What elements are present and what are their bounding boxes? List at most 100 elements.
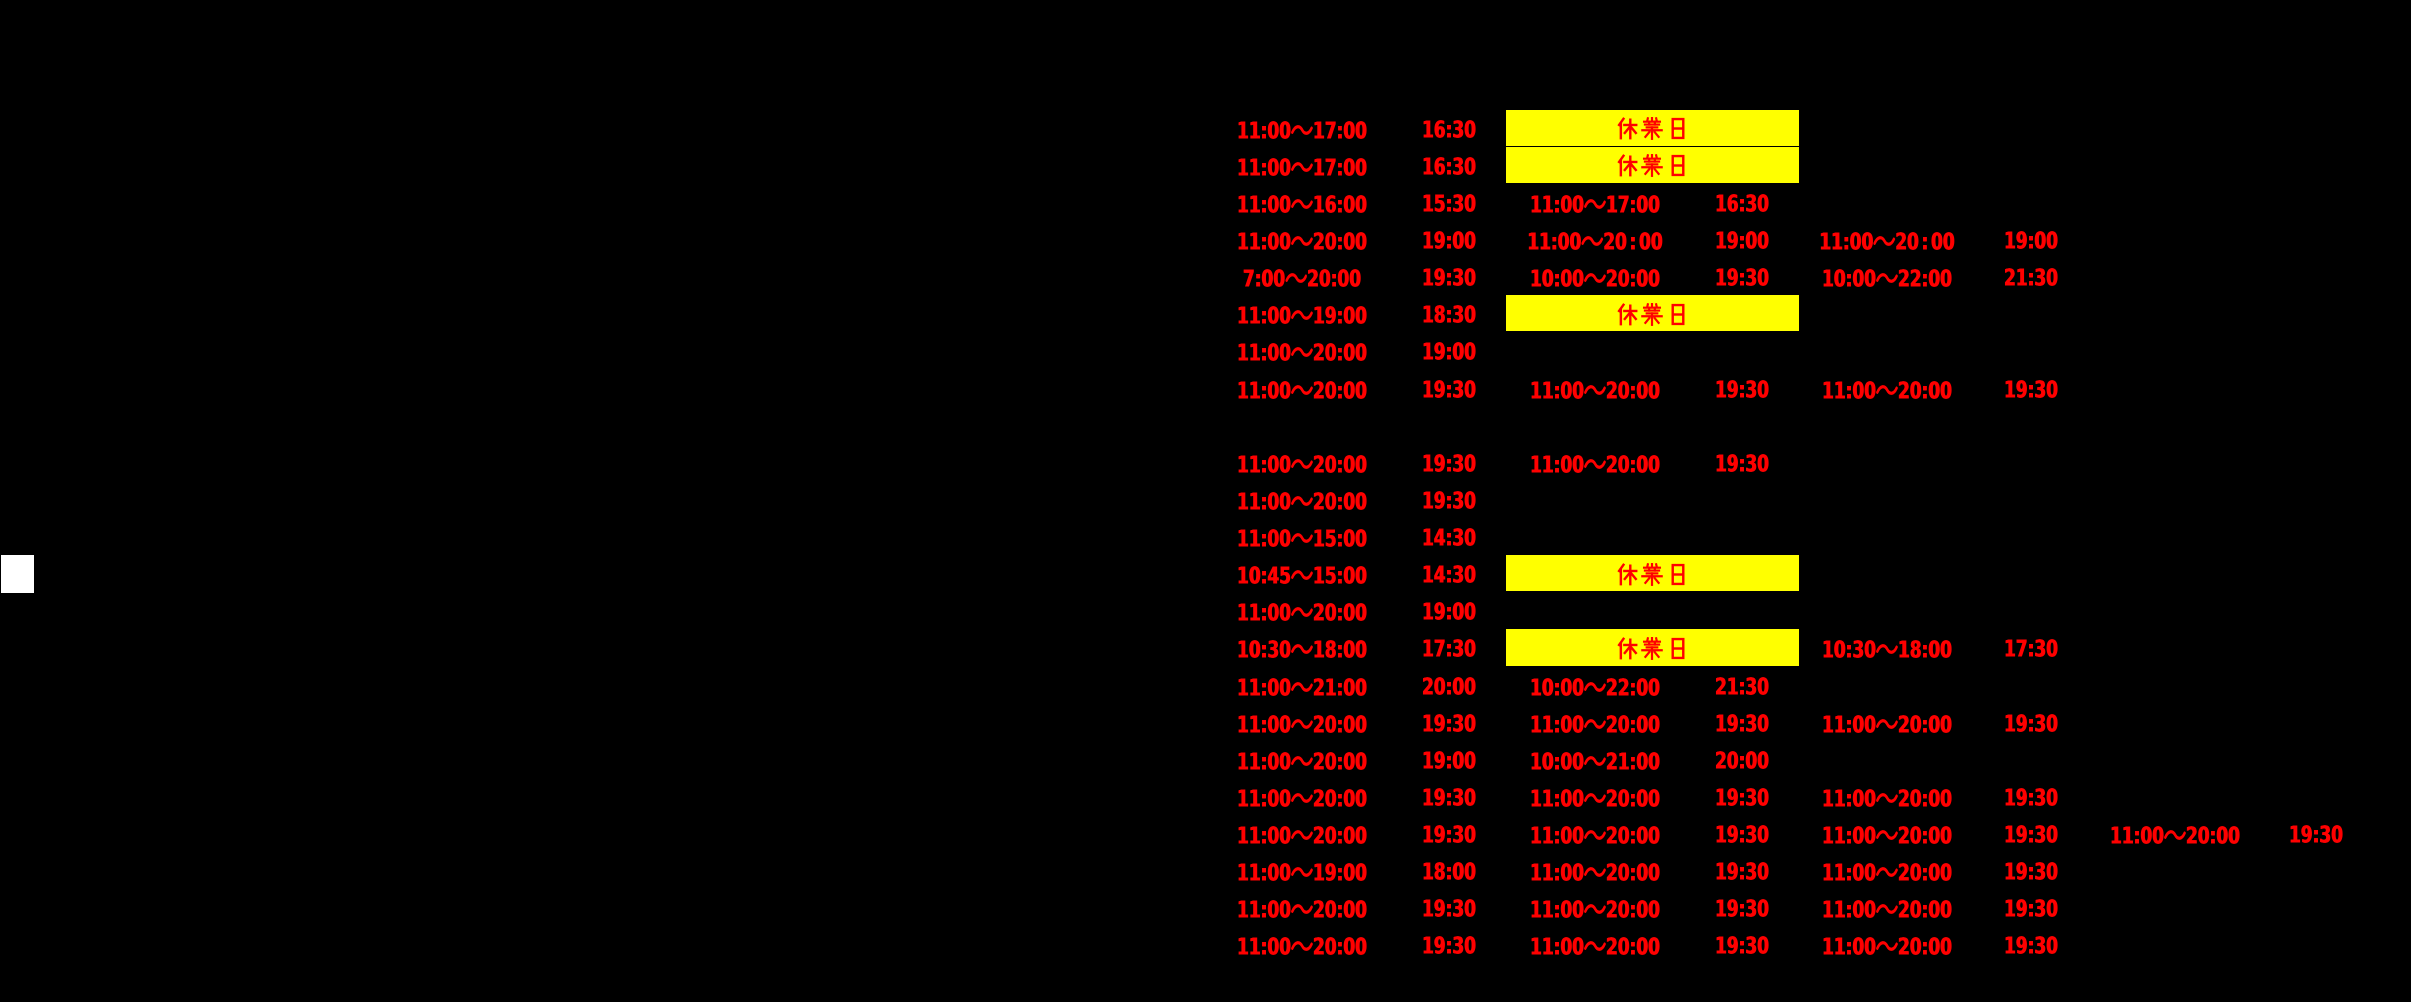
last-order-cell: 17:30 (2003, 636, 2058, 664)
closed-day-label (1616, 562, 1689, 586)
open-hours-cell: 11:00 21:00 (1237, 674, 1367, 702)
open-hours-cell: 11:00 20:00 (1527, 229, 1663, 256)
closed-day-label (1616, 154, 1689, 178)
last-order-cell: 18:00 (1422, 859, 1476, 886)
open-hours-cell: 11:00 20:00 (1530, 452, 1660, 479)
last-order-cell: 19:30 (1714, 785, 1769, 812)
open-hours-cell: 11:00 20:00 (1819, 229, 1955, 256)
open-hours-cell: 11:00 17:00 (1530, 192, 1660, 219)
open-hours-cell: 11:00 20:00 (1822, 786, 1952, 813)
open-hours-cell: 11:00 20:00 (1237, 711, 1367, 739)
last-order-cell: 19:30 (2003, 785, 2058, 812)
last-order-cell: 19:30 (2003, 933, 2058, 961)
open-hours-cell: 10:00 22:00 (1822, 266, 1952, 293)
open-hours-cell: 11:00 20:00 (1822, 711, 1952, 739)
open-hours-cell: 11:00 20:00 (1530, 377, 1660, 405)
open-hours-cell: 11:00 20:00 (1237, 377, 1367, 405)
open-hours-cell: 11:00 20:00 (1237, 897, 1367, 924)
last-order-cell: 19:30 (1714, 376, 1769, 404)
open-hours-cell: 11:00 20:00 (1237, 600, 1367, 627)
last-order-cell: 19:30 (1422, 896, 1476, 923)
last-order-cell: 19:30 (1714, 933, 1769, 961)
last-order-cell: 21:30 (2003, 265, 2058, 292)
last-order-cell: 19:30 (1422, 488, 1476, 515)
open-hours-cell: 10:00 21:00 (1530, 748, 1660, 776)
last-order-cell: 19:30 (1422, 265, 1476, 292)
closed-day-banner (1505, 555, 1799, 592)
open-hours-cell: 11:00 20:00 (1237, 229, 1367, 256)
last-order-cell: 18:30 (1422, 302, 1476, 330)
last-order-cell: 16:30 (1422, 154, 1476, 181)
last-order-cell: 20:00 (1714, 747, 1769, 775)
last-order-cell: 19:30 (2003, 896, 2058, 923)
open-hours-cell: 11:00 20:00 (1237, 489, 1367, 516)
last-order-cell: 19:30 (1714, 896, 1769, 923)
open-hours-cell: 10:30 18:00 (1237, 637, 1367, 665)
open-hours-cell: 11:00 20:00 (1822, 860, 1952, 887)
open-hours-cell: 11:00 15:00 (1237, 526, 1367, 553)
last-order-cell: 19:00 (1422, 228, 1476, 255)
last-order-cell: 17:30 (1422, 636, 1476, 664)
closed-day-banner (1505, 146, 1799, 183)
open-hours-cell: 11:00 20:00 (1822, 823, 1952, 850)
last-order-cell: 19:30 (2288, 822, 2343, 849)
last-order-cell: 19:00 (1422, 599, 1476, 626)
open-hours-cell: 10:45 15:00 (1237, 563, 1367, 590)
last-order-cell: 19:00 (1422, 747, 1476, 775)
closed-day-banner (1505, 295, 1799, 332)
open-hours-cell: 11:00 20:00 (1530, 897, 1660, 924)
open-hours-cell: 11:00 20:00 (1237, 340, 1367, 368)
open-hours-cell: 11:00 17:00 (1237, 155, 1367, 182)
last-order-cell: 14:30 (1422, 525, 1476, 552)
last-order-cell: 19:30 (1714, 710, 1769, 738)
open-hours-cell: 11:00 20:00 (2109, 823, 2240, 850)
closed-day-banner (1505, 629, 1799, 666)
last-order-cell: 15:30 (1422, 191, 1476, 218)
closed-day-banner (1505, 109, 1799, 146)
last-order-cell: 19:30 (2003, 822, 2058, 849)
open-hours-cell: 10:00 20:00 (1530, 266, 1660, 293)
open-hours-cell: 11:00 20:00 (1530, 711, 1660, 739)
last-order-cell: 19:00 (1714, 228, 1769, 255)
open-hours-cell: 11:00 19:00 (1237, 303, 1367, 331)
last-order-cell: 16:30 (1422, 116, 1476, 144)
last-order-cell: 14:30 (1422, 562, 1476, 589)
open-hours-cell: 11:00 20:00 (1237, 934, 1367, 962)
last-order-cell: 19:30 (1422, 450, 1476, 478)
last-order-cell: 19:30 (1422, 933, 1476, 961)
last-order-cell: 19:30 (2003, 376, 2058, 404)
open-hours-cell: 11:00 20:00 (1237, 823, 1367, 850)
last-order-cell: 19:30 (1422, 710, 1476, 738)
open-hours-cell: 11:00 20:00 (1237, 748, 1367, 776)
open-hours-cell: 11:00 20:00 (1822, 897, 1952, 924)
last-order-cell: 21:30 (1714, 673, 1769, 701)
closed-day-label (1616, 636, 1689, 660)
open-hours-cell: 11:00 20:00 (1530, 786, 1660, 813)
open-hours-cell: 11:00 20:00 (1822, 377, 1952, 405)
last-order-cell: 19:00 (2003, 228, 2058, 255)
last-order-cell: 19:30 (1714, 822, 1769, 849)
last-order-cell: 19:30 (1714, 265, 1769, 292)
open-hours-cell: 11:00 20:00 (1530, 934, 1660, 962)
closed-day-label (1616, 117, 1689, 141)
open-hours-cell: 7:00 20:00 (1242, 266, 1362, 293)
blank-white-cell (1, 555, 34, 593)
closed-day-label (1616, 302, 1689, 326)
open-hours-cell: 11:00 20:00 (1530, 823, 1660, 850)
last-order-cell: 19:30 (1422, 785, 1476, 812)
last-order-cell: 19:30 (2003, 710, 2058, 738)
open-hours-cell: 11:00 20:00 (1237, 786, 1367, 813)
open-hours-cell: 11:00 17:00 (1237, 117, 1367, 145)
last-order-cell: 19:30 (1714, 859, 1769, 886)
last-order-cell: 19:00 (1422, 339, 1476, 367)
open-hours-cell: 11:00 16:00 (1237, 192, 1367, 219)
last-order-cell: 19:30 (1422, 822, 1476, 849)
open-hours-cell: 10:30 18:00 (1822, 637, 1952, 665)
open-hours-cell: 11:00 20:00 (1530, 860, 1660, 887)
last-order-cell: 19:30 (1714, 450, 1769, 478)
open-hours-cell: 11:00 20:00 (1822, 934, 1952, 962)
last-order-cell: 20:00 (1422, 673, 1476, 701)
last-order-cell: 19:30 (2003, 859, 2058, 886)
open-hours-cell: 11:00 19:00 (1237, 860, 1367, 887)
